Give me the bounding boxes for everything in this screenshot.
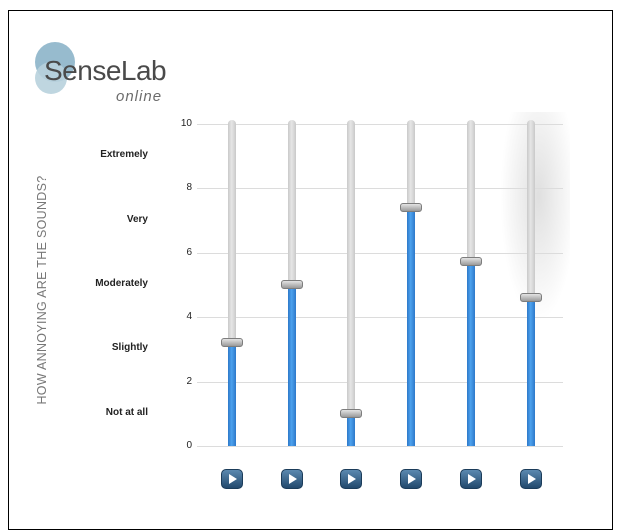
slider-fill bbox=[347, 413, 355, 446]
scale-label: Very bbox=[126, 213, 148, 225]
play-button[interactable] bbox=[460, 469, 482, 489]
slider-track[interactable] bbox=[347, 120, 355, 446]
logo-subtext: online bbox=[116, 88, 163, 105]
gridline bbox=[197, 124, 563, 125]
scale-label: Extremely bbox=[100, 149, 148, 161]
slider-fill bbox=[467, 262, 475, 446]
tick-label: 6 bbox=[186, 246, 192, 258]
question-label: HOW ANNOYING ARE THE SOUNDS? bbox=[35, 175, 49, 405]
gridline bbox=[197, 317, 563, 319]
slider-thumb[interactable] bbox=[520, 292, 542, 302]
tick-label: 10 bbox=[180, 118, 192, 129]
tick-label: 4 bbox=[186, 311, 192, 323]
glare-decoration bbox=[500, 112, 570, 322]
scale-label: Not at all bbox=[105, 406, 148, 418]
slider-thumb[interactable] bbox=[221, 337, 243, 347]
scale-label: Moderately bbox=[95, 278, 148, 289]
logo-text: SenseLab bbox=[44, 55, 167, 86]
slider-thumb[interactable] bbox=[400, 202, 422, 212]
senselab-logo-icon bbox=[35, 42, 75, 94]
play-button[interactable] bbox=[340, 469, 362, 489]
slider-fill bbox=[228, 342, 236, 446]
slider-fill bbox=[407, 207, 415, 446]
slider-track[interactable] bbox=[527, 120, 535, 446]
slider-fill bbox=[527, 297, 535, 446]
tick-label: 2 bbox=[186, 375, 192, 387]
gridline bbox=[197, 446, 563, 447]
play-button[interactable] bbox=[520, 469, 542, 489]
play-button[interactable] bbox=[281, 469, 303, 489]
play-button[interactable] bbox=[221, 469, 243, 489]
gridline bbox=[197, 381, 563, 383]
gridline bbox=[197, 188, 563, 190]
slider-thumb[interactable] bbox=[460, 257, 482, 267]
slider-thumb[interactable] bbox=[281, 280, 303, 289]
scale-label: Slightly bbox=[111, 342, 148, 354]
slider-fill bbox=[288, 285, 296, 446]
slider-thumb[interactable] bbox=[340, 408, 362, 418]
slider-track[interactable] bbox=[228, 120, 236, 446]
play-button[interactable] bbox=[400, 469, 422, 489]
tick-label: 0 bbox=[186, 440, 192, 451]
gridline bbox=[197, 252, 563, 254]
tick-label: 8 bbox=[186, 182, 192, 194]
